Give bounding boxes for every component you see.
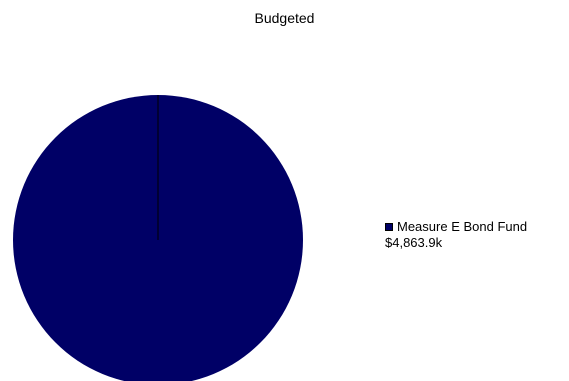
legend: Measure E Bond Fund $4,863.9k	[385, 219, 527, 251]
legend-value-measure-e-bond-fund: $4,863.9k	[385, 235, 443, 250]
legend-swatch-measure-e-bond-fund	[385, 223, 393, 231]
legend-label-measure-e-bond-fund: Measure E Bond Fund	[397, 219, 528, 234]
chart-title: Budgeted	[254, 10, 315, 26]
